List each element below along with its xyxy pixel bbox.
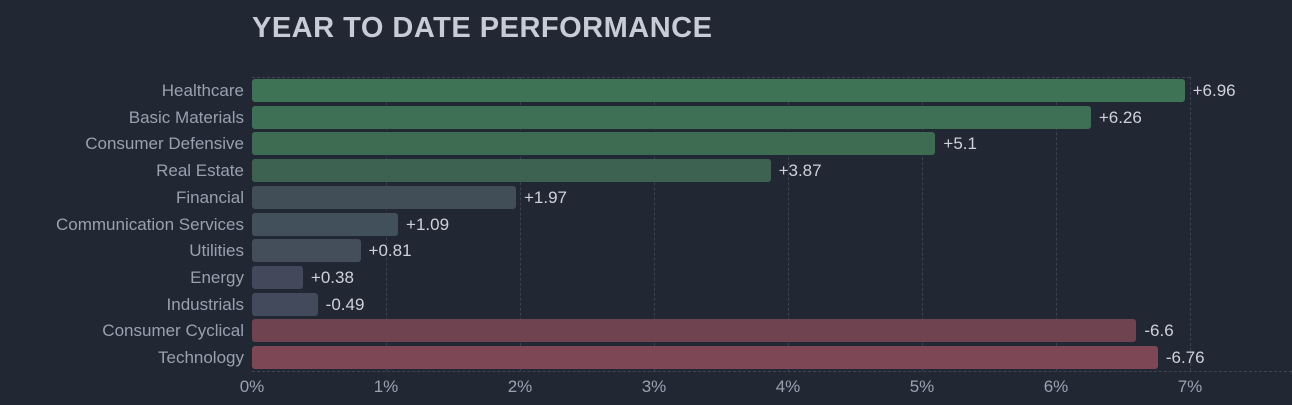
category-label: Financial [175,187,244,207]
bar-financial [252,185,516,209]
bar-healthcare [252,78,1185,102]
x-tick-label: 2% [507,377,533,396]
category-label: Communication Services [55,214,244,234]
x-tick-label: 4% [775,377,801,396]
bar-value-label: +0.81 [368,241,412,261]
bar-real-estate [252,159,771,183]
category-label: Technology [157,348,244,368]
category-label: Consumer Defensive [85,134,244,154]
plot-bottom-border [252,371,1292,372]
bar-industrials [252,292,318,316]
category-label: Basic Materials [128,107,244,127]
gridline-5% [922,77,923,371]
bar-value-label: +6.96 [1192,80,1236,100]
bar-consumer-cyclical [252,319,1137,343]
x-tick-label: 6% [1043,377,1069,396]
bar-communication-services [252,212,399,236]
category-label: Industrials [166,294,244,314]
gridline-7% [1190,77,1191,371]
bar-value-label: +1.97 [523,187,567,207]
bar-utilities [252,239,361,263]
x-tick-label: 5% [909,377,935,396]
category-label: Energy [190,267,244,287]
bar-energy [252,265,303,289]
bar-value-label: -0.49 [325,294,365,314]
gridline-2% [520,77,521,371]
category-label: Healthcare [161,80,244,100]
bar-value-label: -6.6 [1144,321,1174,341]
chart-title: YEAR TO DATE PERFORMANCE [252,12,713,44]
bar-technology [252,346,1158,370]
category-label: Real Estate [156,161,244,181]
gridline-4% [788,77,789,371]
category-label: Utilities [189,241,244,261]
category-label: Consumer Cyclical [102,321,244,341]
bar-basic-materials [252,105,1091,129]
bar-value-label: +5.1 [943,134,977,154]
x-tick-label: 7% [1177,377,1203,396]
x-tick-label: 1% [373,377,399,396]
bar-value-label: +3.87 [778,161,822,181]
bar-value-label: +6.26 [1098,107,1142,127]
x-tick-label: 0% [239,377,265,396]
plot-top-border [252,77,1190,78]
bar-value-label: +1.09 [406,214,450,234]
gridline-3% [654,77,655,371]
bar-value-label: -6.76 [1165,348,1205,368]
bar-value-label: +0.38 [310,267,354,287]
x-tick-label: 3% [641,377,667,396]
gridline-6% [1056,77,1057,371]
bar-consumer-defensive [252,132,936,156]
